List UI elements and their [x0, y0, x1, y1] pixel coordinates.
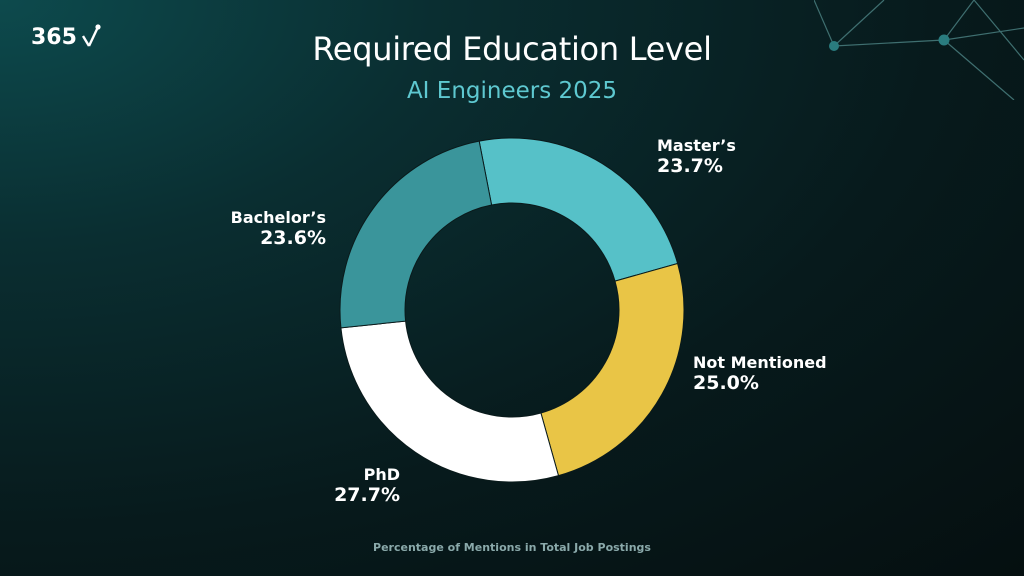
label-bachelors-name: Bachelor’s [230, 208, 326, 227]
chart-subtitle: AI Engineers 2025 [406, 78, 618, 104]
donut-slice-phd [340, 320, 560, 483]
label-phd: PhD 27.7% [334, 465, 400, 507]
label-not-mentioned-value: 25.0% [693, 372, 759, 395]
label-not-mentioned: Not Mentioned 25.0% [693, 353, 827, 395]
label-phd-value: 27.7% [334, 484, 400, 507]
chart-footnote: Percentage of Mentions in Total Job Post… [373, 541, 651, 554]
chart-title: Required Education Level [312, 30, 712, 68]
label-phd-name: PhD [363, 465, 400, 484]
network-lines-icon [814, 0, 1024, 100]
label-masters-name: Master’s [657, 136, 736, 155]
logo-text: 365 [31, 24, 77, 50]
label-bachelors: Bachelor’s 23.6% [231, 208, 326, 250]
brand-logo: 365 [31, 24, 102, 50]
label-not-mentioned-name: Not Mentioned [693, 353, 827, 372]
label-masters: Master’s 23.7% [657, 136, 736, 178]
label-masters-value: 23.7% [657, 155, 723, 178]
label-bachelors-value: 23.6% [260, 227, 326, 250]
checkmark-network-icon [81, 24, 101, 47]
donut-slice-master-s [478, 137, 679, 282]
donut-slice-bachelor-s [339, 140, 493, 329]
donut-slice-not-mentioned [540, 262, 685, 477]
